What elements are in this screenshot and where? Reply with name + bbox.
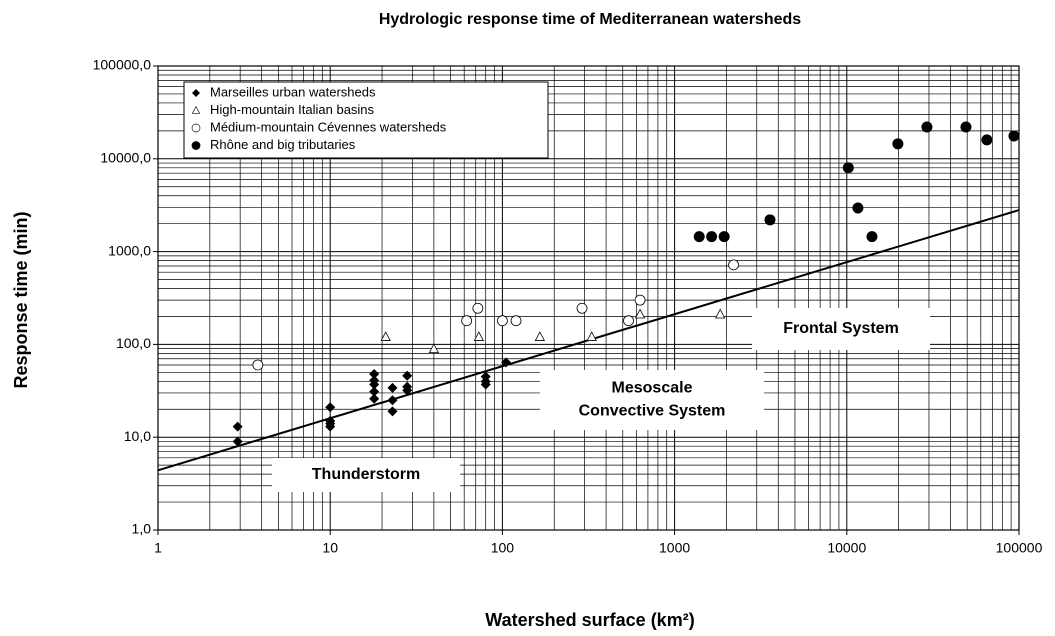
x-tick-label: 1000 [659,540,690,556]
x-tick-label: 10 [322,540,338,556]
marker [728,259,739,271]
annotation: Frontal System [783,320,899,337]
y-tick-label: 100000,0 [93,57,152,73]
annotation-box [540,370,764,430]
annotation: Thunderstorm [312,466,420,483]
y-tick-label: 1000,0 [108,242,151,258]
marker [764,214,776,226]
x-tick-label: 1 [154,540,162,556]
marker [715,308,726,319]
marker [960,121,972,133]
marker [718,231,730,243]
marker [369,368,380,379]
marker [1008,130,1020,142]
annotation-box [272,458,460,492]
marker [325,421,336,432]
y-tick-label: 10,0 [124,428,151,444]
marker [921,121,933,133]
marker [252,359,264,371]
legend-marker [191,141,201,150]
marker [693,231,705,243]
legend-label: Médium-mountain Cévennes watersheds [210,119,447,134]
marker [623,315,634,327]
marker [586,331,597,341]
plot-frame [157,65,1020,531]
y-tick-label: 10000,0 [100,150,151,166]
marker [387,382,398,393]
legend-box [183,81,549,159]
marker [501,357,512,368]
legend-label: Marseilles urban watersheds [210,84,376,99]
marker [472,302,484,314]
marker [428,343,440,353]
legend-label: Rhône and big tributaries [210,137,356,152]
marker [534,331,546,341]
marker [369,393,380,404]
marker [369,386,380,397]
marker [634,308,646,319]
x-tick-label: 100000 [996,540,1043,556]
marker [402,370,413,381]
legend-marker [192,89,200,97]
marker [369,379,380,390]
marker [387,395,398,406]
y-tick-label: 1,0 [132,521,152,537]
x-axis-label: Watershed surface (km²) [485,610,694,630]
marker [387,406,398,417]
marker [892,138,904,150]
marker [380,331,391,341]
marker [634,294,646,306]
marker [510,315,522,327]
marker [866,231,878,243]
marker [461,315,473,327]
chart-title: Hydrologic response time of Mediterranea… [379,11,801,28]
marker [325,402,336,413]
annotation-box [752,308,930,350]
marker [496,315,508,327]
marker [706,231,718,243]
annotation: Mesoscale [612,380,693,397]
marker [480,379,491,390]
legend-marker [191,105,201,114]
marker [473,331,485,341]
marker [402,385,413,396]
marker [576,302,588,314]
legend-label: High-mountain Italian basins [210,102,375,117]
legend-marker [191,123,201,133]
marker [842,162,854,174]
annotation: Convective System [579,403,726,420]
x-tick-label: 10000 [827,540,866,556]
marker [232,421,243,432]
marker [981,134,993,146]
x-tick-label: 100 [491,540,515,556]
marker [232,436,243,447]
y-axis-label: Response time (min) [11,211,31,388]
y-tick-label: 100,0 [116,335,151,351]
marker [852,202,864,214]
